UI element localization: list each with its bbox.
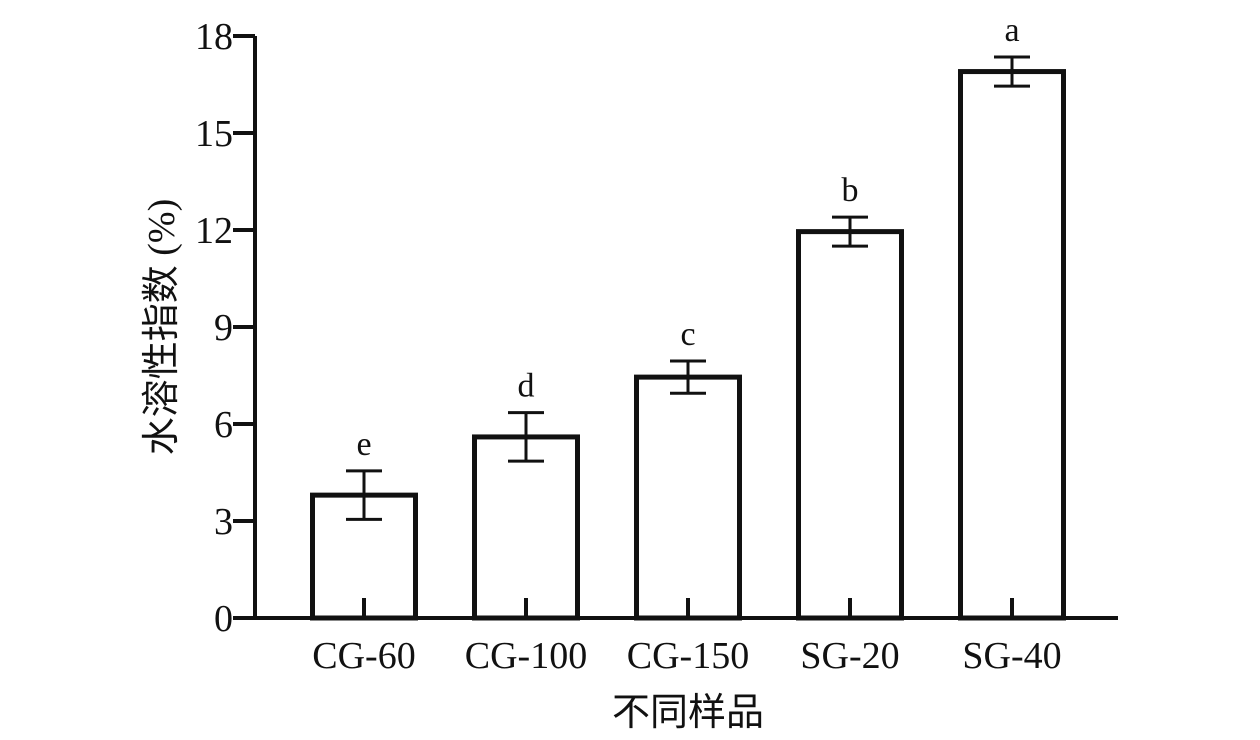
x-tick-label: CG-150 [627,635,749,677]
x-axis-label: 不同样品 [612,692,764,734]
y-tick-label: 6 [214,404,233,446]
bar [958,69,1066,621]
x-tick-label: SG-20 [800,635,899,677]
significance-label: c [680,316,695,353]
significance-label: d [518,368,535,405]
bar [634,374,742,621]
y-tick-label: 3 [214,501,233,543]
y-tick-label: 15 [195,113,233,155]
plot-area: 0 3 6 9 12 15 18 e CG-60 d CG-100 c CG-150 b SG-20 a SG-… [195,12,1066,677]
significance-label: e [356,426,371,463]
y-axis-label: 水溶性指数 (%) [141,199,183,455]
x-tick-label: SG-40 [962,635,1061,677]
significance-label: b [842,172,859,209]
y-tick-label: 18 [195,16,233,58]
bar [472,434,580,621]
y-tick-label: 0 [214,598,233,640]
bar [796,229,904,621]
x-tick-label: CG-60 [312,635,415,677]
significance-label: a [1004,12,1019,49]
y-tick-label: 9 [214,307,233,349]
x-tick-label: CG-100 [465,635,587,677]
y-tick-label: 12 [195,210,233,252]
